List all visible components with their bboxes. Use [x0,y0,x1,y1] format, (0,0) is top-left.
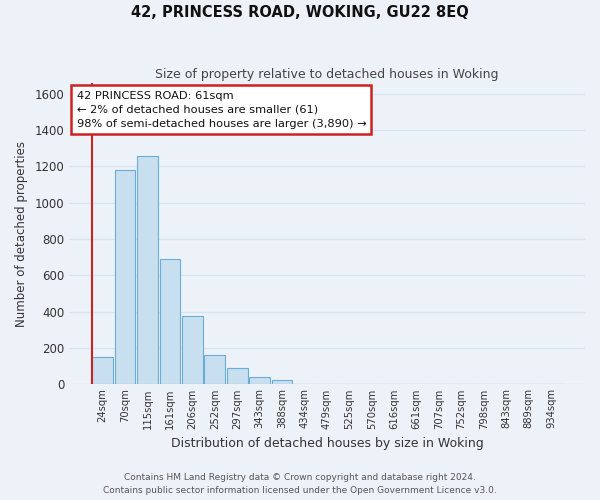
Bar [272,380,292,384]
Text: Contains HM Land Registry data © Crown copyright and database right 2024.
Contai: Contains HM Land Registry data © Crown c… [103,474,497,495]
Bar [137,156,158,384]
X-axis label: Distribution of detached houses by size in Woking: Distribution of detached houses by size … [170,437,484,450]
Bar [182,316,203,384]
Bar [92,357,113,384]
Bar [205,355,225,384]
Y-axis label: Number of detached properties: Number of detached properties [15,140,28,326]
Bar [115,170,136,384]
Text: 42 PRINCESS ROAD: 61sqm
← 2% of detached houses are smaller (61)
98% of semi-det: 42 PRINCESS ROAD: 61sqm ← 2% of detached… [77,90,366,128]
Bar [250,377,270,384]
Bar [160,259,180,384]
Title: Size of property relative to detached houses in Woking: Size of property relative to detached ho… [155,68,499,80]
Bar [227,368,248,384]
Text: 42, PRINCESS ROAD, WOKING, GU22 8EQ: 42, PRINCESS ROAD, WOKING, GU22 8EQ [131,5,469,20]
